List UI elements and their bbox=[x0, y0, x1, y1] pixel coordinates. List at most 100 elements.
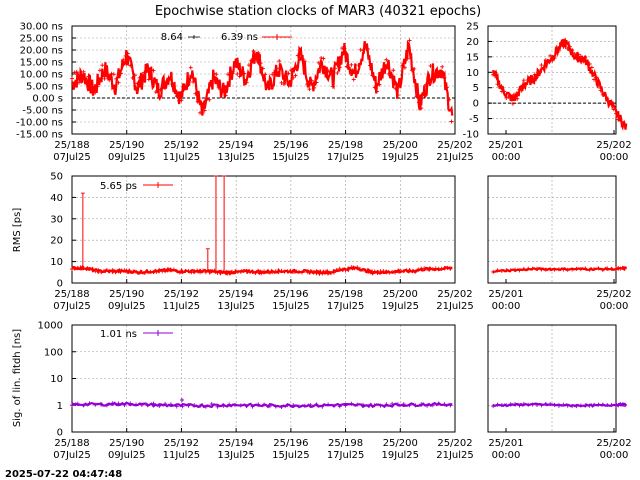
sig-xtick-date: 13Jul25 bbox=[217, 450, 255, 461]
sig-point bbox=[442, 402, 447, 407]
clock-point bbox=[428, 63, 433, 68]
clock-point bbox=[121, 57, 126, 62]
rms-xtick-date: 17Jul25 bbox=[327, 301, 365, 312]
rms-point bbox=[337, 266, 342, 271]
clockz-point bbox=[618, 117, 623, 122]
rms-point bbox=[302, 269, 307, 274]
clock-point bbox=[333, 66, 338, 71]
clock-point bbox=[135, 81, 140, 86]
clock-point bbox=[307, 87, 312, 92]
rmsz-frame bbox=[487, 175, 617, 284]
rmsz-point bbox=[552, 267, 557, 272]
clock-point bbox=[216, 85, 221, 90]
clock-point bbox=[174, 94, 179, 99]
rms-point bbox=[311, 270, 316, 275]
sigz-point bbox=[521, 401, 526, 406]
rmsz-point bbox=[565, 267, 570, 272]
sig-point bbox=[203, 404, 208, 409]
clock-point bbox=[223, 93, 228, 98]
clock-point bbox=[109, 71, 114, 76]
clockz-point bbox=[572, 51, 577, 56]
rms-point bbox=[136, 271, 141, 276]
clock-ytick-label: 0.00 s bbox=[32, 94, 63, 105]
sig-ytick-label: 100 bbox=[44, 347, 63, 358]
rmsz-point bbox=[556, 267, 561, 272]
clock-point bbox=[100, 63, 105, 68]
clock-point bbox=[228, 72, 233, 77]
rms-point bbox=[189, 270, 194, 275]
clock-point bbox=[328, 69, 333, 74]
clock-point bbox=[230, 71, 235, 76]
clock-ytick-label: 20.00 ns bbox=[20, 46, 63, 57]
clock-point bbox=[398, 77, 403, 82]
clock-point bbox=[142, 70, 147, 75]
rms-point bbox=[209, 269, 214, 274]
timestamp: 2025-07-22 04:47:48 bbox=[5, 469, 122, 480]
sig-point bbox=[378, 403, 383, 408]
rmsz-point bbox=[495, 268, 500, 273]
rms-point bbox=[297, 269, 302, 274]
rms-point bbox=[390, 269, 395, 274]
rms-point bbox=[329, 271, 334, 276]
clock-point bbox=[207, 97, 212, 102]
rmsz-point bbox=[499, 268, 504, 273]
rms-point bbox=[166, 267, 171, 272]
rms-point bbox=[221, 269, 226, 274]
clock-point bbox=[337, 65, 342, 70]
rms-point bbox=[107, 269, 112, 274]
clock-point bbox=[256, 50, 261, 55]
sig-point bbox=[168, 402, 173, 407]
rms-point bbox=[238, 269, 243, 274]
rms-point bbox=[102, 269, 107, 274]
rmsz-point bbox=[535, 266, 540, 271]
clock-point bbox=[305, 82, 310, 87]
clock-point bbox=[365, 46, 370, 51]
rms-ytick-label: 50 bbox=[50, 172, 63, 183]
clockz-ytick-label: -5 bbox=[469, 114, 479, 125]
clock-point bbox=[358, 47, 363, 52]
clock-point bbox=[205, 97, 210, 102]
sigz-point bbox=[587, 403, 592, 408]
sigz-point bbox=[578, 403, 583, 408]
clock-point bbox=[370, 73, 375, 78]
clock-point bbox=[200, 111, 205, 116]
clock-point bbox=[356, 63, 361, 68]
clockz-point bbox=[517, 87, 522, 92]
clock-xtick-label: 25/200 bbox=[383, 140, 418, 151]
rms-point bbox=[346, 267, 351, 272]
clock-point bbox=[412, 66, 417, 71]
clockz-point bbox=[543, 58, 548, 63]
clock-xtick-date: 13Jul25 bbox=[217, 152, 255, 163]
sig-point bbox=[425, 403, 430, 408]
rms-point bbox=[81, 265, 86, 270]
clock-point bbox=[414, 94, 419, 99]
rms-xtick-date: 15Jul25 bbox=[272, 301, 310, 312]
rms-point bbox=[331, 270, 336, 275]
clockz-frame bbox=[487, 25, 617, 135]
clockz-point bbox=[508, 93, 513, 98]
sigz-point bbox=[504, 403, 509, 408]
clock-point bbox=[118, 71, 123, 76]
rmsz-point bbox=[517, 268, 522, 273]
sig-point bbox=[151, 401, 156, 406]
clock-point bbox=[405, 56, 410, 61]
rmsz-point bbox=[491, 269, 496, 274]
rms-point bbox=[142, 270, 147, 275]
sig-point bbox=[419, 402, 424, 407]
clockz-point bbox=[513, 92, 518, 97]
rms-point bbox=[320, 271, 325, 276]
clock-point bbox=[95, 84, 100, 89]
rms-point bbox=[401, 268, 406, 273]
sig-point bbox=[134, 402, 139, 407]
sig-xtick-label: 25/202 bbox=[437, 438, 472, 449]
sig-point bbox=[326, 402, 331, 407]
rms-point bbox=[180, 270, 185, 275]
rms-point bbox=[87, 266, 92, 271]
sig-point bbox=[209, 402, 214, 407]
rms-point bbox=[422, 266, 427, 271]
clock-point bbox=[130, 75, 135, 80]
rmsz-point bbox=[570, 267, 575, 272]
rms-point bbox=[192, 269, 197, 274]
